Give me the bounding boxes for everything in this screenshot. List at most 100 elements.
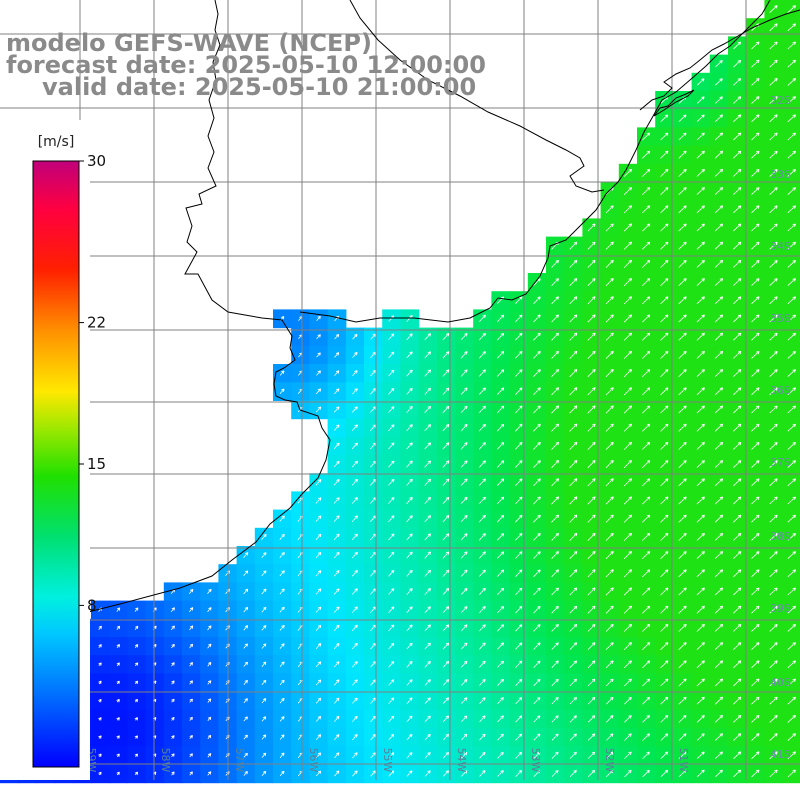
wind-speed-cell: [254, 637, 274, 656]
wind-arrow: [460, 369, 468, 377]
wind-speed-cell: [764, 109, 784, 128]
wind-arrow: [189, 625, 194, 631]
wind-speed-cell: [436, 637, 456, 656]
wind-arrow: [551, 387, 560, 396]
wind-arrow: [370, 752, 376, 759]
wind-arrow: [642, 168, 651, 177]
wind-speed-cell: [509, 455, 529, 474]
wind-speed-cell: [491, 473, 511, 492]
wind-arrow: [134, 771, 139, 776]
wind-speed-cell: [637, 600, 656, 620]
wind-arrow: [424, 405, 432, 413]
wind-speed-cell: [145, 746, 165, 765]
wind-arrow: [134, 662, 139, 667]
wind-arrow: [660, 532, 669, 541]
wind-speed-cell: [364, 655, 383, 674]
wind-speed-cell: [364, 491, 383, 511]
wind-arrow: [769, 132, 778, 141]
wind-arrow: [496, 405, 505, 414]
wind-speed-cell: [764, 0, 784, 19]
wind-speed-cell: [764, 382, 784, 401]
wind-arrow: [388, 551, 395, 559]
wind-speed-cell: [527, 582, 547, 602]
wind-arrow: [751, 514, 760, 523]
wind-arrow: [406, 569, 413, 577]
wind-arrow: [696, 168, 705, 177]
wind-speed-cell: [673, 436, 693, 456]
wind-arrow: [98, 717, 102, 721]
wind-arrow: [496, 551, 505, 559]
longitude-label: 52W: [603, 748, 616, 773]
wind-speed-cell: [709, 109, 729, 128]
wind-arrow: [316, 352, 321, 358]
wind-speed-cell: [491, 491, 511, 511]
wind-speed-cell: [728, 436, 747, 456]
wind-speed-cell: [145, 709, 165, 729]
wind-speed-cell: [309, 546, 329, 565]
wind-speed-cell: [546, 291, 565, 310]
wind-speed-cell: [709, 182, 729, 201]
wind-arrow: [751, 423, 760, 432]
wind-speed-cell: [455, 600, 474, 620]
wind-speed-cell: [309, 709, 329, 729]
wind-speed-cell: [327, 564, 347, 583]
wind-arrow: [551, 350, 559, 359]
wind-speed-cell: [455, 582, 474, 602]
latitude-label: 37S: [770, 456, 791, 469]
wind-speed-cell: [673, 400, 693, 420]
wind-speed-cell: [309, 327, 329, 347]
wind-speed-cell: [546, 327, 565, 347]
wind-speed-cell: [546, 673, 565, 693]
wind-arrow: [479, 770, 486, 777]
wind-arrow: [496, 423, 505, 432]
wind-arrow: [424, 515, 431, 523]
wind-arrow: [733, 168, 742, 177]
wind-speed-cell: [291, 509, 310, 529]
wind-speed-cell: [527, 345, 547, 365]
wind-arrow: [533, 624, 541, 632]
wind-arrow: [751, 551, 760, 559]
wind-speed-cell: [637, 509, 656, 529]
wind-arrow: [714, 460, 724, 468]
wind-speed-cell: [746, 728, 765, 747]
wind-arrow: [478, 351, 486, 359]
wind-arrow: [496, 442, 505, 450]
wind-arrow: [442, 333, 450, 341]
wind-speed-cell: [527, 382, 547, 401]
wind-arrow: [678, 715, 687, 723]
wind-arrow: [442, 752, 449, 759]
wind-speed-cell: [127, 618, 147, 638]
wind-arrow: [497, 624, 504, 632]
wind-speed-cell: [473, 345, 492, 365]
wind-arrow: [642, 751, 650, 759]
wind-arrow: [207, 734, 212, 740]
wind-arrow: [605, 205, 614, 214]
wind-arrow: [787, 369, 796, 377]
wind-speed-cell: [709, 746, 729, 765]
wind-arrow: [515, 624, 523, 632]
wind-arrow: [733, 223, 742, 232]
wind-arrow: [116, 607, 121, 612]
colorbar-tick-label: 22: [87, 314, 106, 332]
wind-arrow: [460, 405, 468, 414]
wind-arrow: [279, 370, 285, 376]
wind-arrow: [243, 661, 248, 667]
wind-arrow: [787, 442, 796, 450]
wind-speed-cell: [764, 546, 784, 565]
wind-arrow: [623, 369, 632, 378]
wind-speed-cell: [327, 709, 347, 729]
wind-arrow: [279, 752, 285, 758]
wind-arrow: [605, 551, 614, 560]
wind-arrow: [406, 369, 413, 377]
wind-speed-cell: [691, 364, 711, 383]
wind-speed-cell: [709, 691, 729, 711]
wind-speed-cell: [691, 200, 711, 219]
wind-speed-cell: [491, 455, 511, 474]
wind-arrow: [587, 387, 596, 396]
wind-arrow: [660, 187, 669, 195]
wind-arrow: [733, 187, 742, 195]
wind-arrow: [733, 751, 742, 760]
wind-speed-cell: [91, 600, 110, 620]
wind-speed-cell: [236, 728, 256, 747]
wind-speed-cell: [637, 436, 656, 456]
